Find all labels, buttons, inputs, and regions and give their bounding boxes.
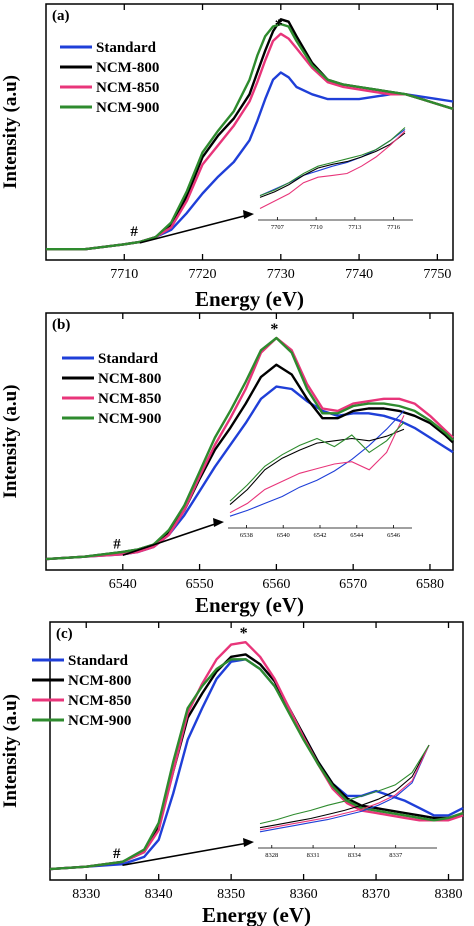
legend-label: NCM-900 (68, 713, 131, 729)
x-tick-label: 8340 (145, 887, 173, 902)
inset-series-standard (259, 744, 430, 833)
chart-panel-3: 8330 8340 8350 8360 8370 8380 Energy (eV) Inten… (0, 621, 464, 926)
x-tick-label: 6550 (186, 577, 214, 592)
inset-x-tick-label: 7710 (310, 224, 323, 231)
x-tick-label: 8330 (72, 887, 100, 902)
plot-frame (45, 3, 454, 261)
x-tick-label: 8350 (217, 887, 245, 902)
plot-frame (49, 621, 464, 881)
x-axis-label: Energy (eV) (195, 593, 304, 617)
legend-label: NCM-800 (96, 60, 159, 76)
inset-series-standard (229, 410, 405, 517)
x-tick-label: 6540 (109, 577, 137, 592)
panel-label: (b) (52, 317, 70, 333)
x-tick-label: 6570 (339, 577, 367, 592)
inset-chart: 7707 7710 7713 7716 (258, 127, 413, 231)
legend-label: Standard (98, 351, 159, 367)
x-axis-label: Energy (eV) (195, 287, 304, 311)
series-line-ncm-900 (46, 22, 454, 251)
inset-x-tick-label: 8328 (265, 852, 278, 859)
inset-x-tick-label: 7713 (348, 224, 361, 231)
preedge-marker: # (130, 224, 138, 240)
inset-series-ncm-900 (259, 127, 406, 197)
panel-label: (a) (52, 8, 70, 24)
inset-chart: 8328 8331 8334 8337 (258, 744, 437, 859)
x-tick-label: 7710 (110, 267, 138, 282)
inset-x-tick-label: 6546 (387, 532, 401, 539)
legend-label: NCM-900 (96, 100, 159, 116)
x-tick-label: 7750 (423, 267, 451, 282)
inset-x-tick-label: 6544 (350, 532, 364, 539)
series-line-ncm-850 (49, 641, 464, 871)
inset-series-ncm-900 (229, 421, 405, 502)
inset-series-ncm-800 (259, 744, 430, 829)
y-axis-label: Intensity (a.u) (0, 75, 21, 189)
inset-x-tick-label: 7707 (271, 224, 285, 231)
peak-marker: * (270, 321, 278, 338)
peak-marker: * (240, 625, 248, 642)
legend-label: NCM-800 (98, 371, 161, 387)
peak-marker: * (275, 17, 283, 34)
legend: Standard NCM-800 NCM-850 NCM-900 (60, 40, 159, 116)
x-tick-label: 8360 (290, 887, 318, 902)
inset-x-tick-label: 7716 (387, 224, 401, 231)
legend: Standard NCM-800 NCM-850 NCM-900 (62, 351, 161, 427)
legend-label: NCM-850 (98, 391, 161, 407)
inset-x-tick-label: 8337 (389, 852, 403, 859)
inset-series-ncm-800 (259, 132, 406, 198)
legend-label: Standard (96, 40, 157, 56)
series-line-standard (49, 658, 464, 871)
legend-label: NCM-900 (98, 411, 161, 427)
preedge-marker: # (113, 536, 121, 552)
y-axis-label: Intensity (a.u) (0, 694, 21, 808)
inset-arrow-line (122, 522, 219, 557)
inset-x-tick-label: 6542 (314, 532, 327, 539)
x-tick-label: 7720 (189, 267, 217, 282)
preedge-marker: # (113, 846, 121, 862)
inset-x-tick-label: 6538 (240, 532, 253, 539)
y-axis-label: Intensity (a.u) (0, 384, 21, 498)
panel-label: (c) (56, 626, 73, 642)
x-tick-label: 7730 (267, 267, 295, 282)
chart-panel-2: 6540 6550 6560 6570 6580 Energy (eV) Intensity… (0, 312, 454, 617)
inset-arrow-head (213, 518, 224, 527)
inset-x-tick-label: 8334 (348, 852, 362, 859)
legend-label: NCM-800 (68, 673, 131, 689)
legend-label: Standard (68, 653, 129, 669)
x-axis-label: Energy (eV) (202, 903, 311, 926)
x-tick-label: 6560 (262, 577, 290, 592)
series-line-ncm-900 (49, 658, 464, 871)
inset-arrow-head (243, 210, 254, 219)
inset-series-ncm-800 (229, 428, 405, 506)
inset-x-tick-label: 6540 (277, 532, 290, 539)
inset-chart: 6538 6540 6542 6544 6546 (228, 410, 412, 539)
inset-series-ncm-850 (259, 130, 406, 209)
inset-series-ncm-850 (259, 744, 430, 831)
x-tick-label: 6580 (416, 577, 444, 592)
inset-series-ncm-900 (259, 744, 430, 825)
inset-arrow-line (122, 842, 249, 867)
x-tick-label: 8380 (435, 887, 463, 902)
legend-label: NCM-850 (96, 80, 159, 96)
inset-arrow-line (139, 214, 249, 244)
inset-series-ncm-850 (229, 415, 405, 514)
x-tick-label: 7740 (345, 267, 373, 282)
x-tick-label: 8370 (362, 887, 390, 902)
inset-arrow-head (243, 838, 254, 847)
legend-label: NCM-850 (68, 693, 131, 709)
legend: Standard NCM-800 NCM-850 NCM-900 (32, 653, 131, 729)
chart-panel-1: 7710 7720 7730 7740 7750 Energy (eV) Intensity… (0, 3, 454, 311)
inset-x-tick-label: 8331 (307, 852, 320, 859)
